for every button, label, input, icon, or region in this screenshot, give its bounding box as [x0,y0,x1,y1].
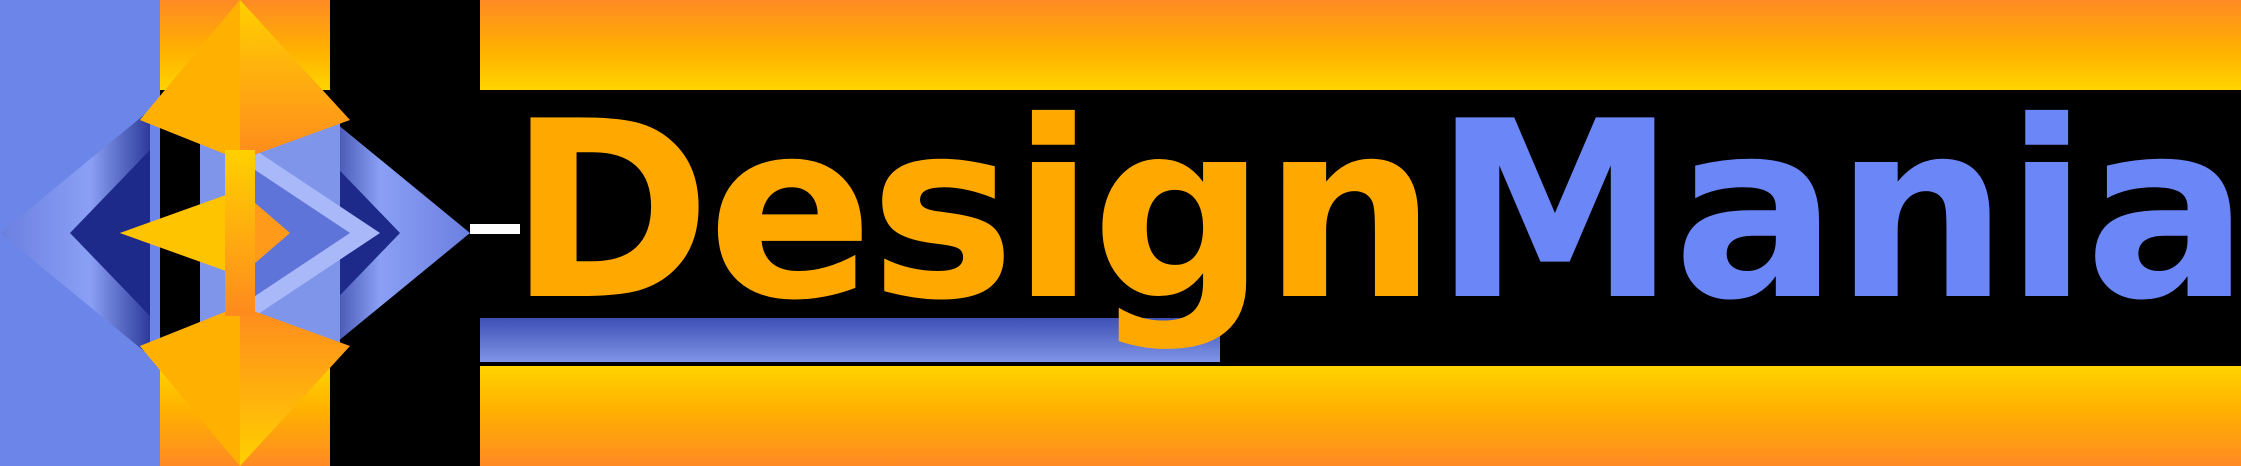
logo-wordmark: DesignMania [508,82,2241,342]
logo-word-mania: Mania [1433,69,2241,354]
geometric-diamond-emblem-icon [0,0,480,466]
logo-word-design: Design [508,69,1437,354]
white-dash-accent [470,224,520,234]
blue-underline-bar [470,318,1220,362]
